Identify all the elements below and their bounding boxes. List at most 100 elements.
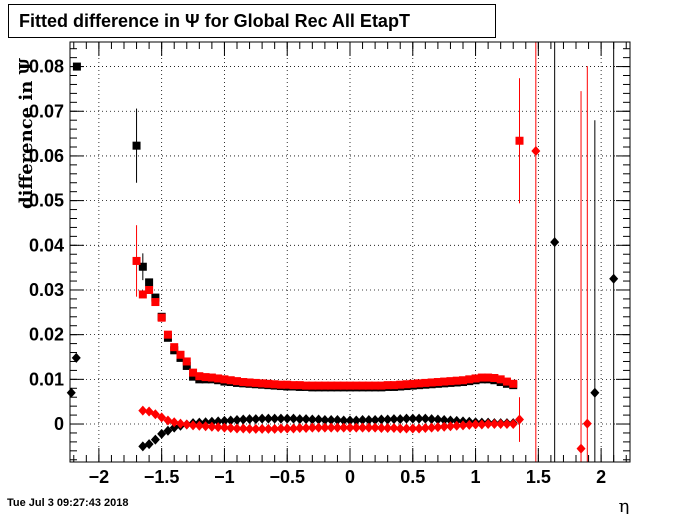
diamond-marker — [433, 422, 443, 433]
diamond-marker — [314, 422, 324, 433]
square-marker — [446, 377, 455, 386]
diamond-marker — [389, 414, 399, 425]
diamond-marker — [414, 423, 424, 434]
diamond-marker — [213, 416, 223, 427]
square-marker — [232, 377, 241, 386]
y-tick-label: 0.04 — [29, 235, 64, 255]
square-marker — [170, 343, 179, 352]
square-marker — [433, 378, 442, 387]
square-marker — [389, 381, 398, 390]
x-tick-label: −2 — [89, 467, 110, 487]
diamond-marker — [508, 419, 518, 430]
square-marker — [352, 381, 361, 390]
diamond-marker — [370, 415, 380, 425]
square-marker — [515, 136, 524, 145]
y-tick-labels: 0 0.01 0.02 0.03 0.04 0.05 0.06 0.07 0.08 — [29, 57, 64, 434]
diamond-marker — [351, 415, 361, 426]
square-marker — [182, 357, 191, 366]
diamond-marker — [370, 422, 380, 433]
square-marker — [145, 278, 154, 287]
diamond-marker — [288, 423, 298, 434]
square-marker — [484, 373, 493, 382]
diamond-marker — [550, 237, 560, 248]
diamond-marker — [163, 415, 173, 426]
square-marker — [364, 381, 373, 390]
chart-title: Fitted difference in Ψ for Global Rec Al… — [8, 4, 496, 38]
square-marker — [465, 375, 474, 384]
diamond-marker — [420, 413, 430, 424]
diamond-marker — [263, 423, 273, 434]
diamond-marker — [219, 415, 229, 426]
diamond-marker — [351, 422, 361, 433]
diamond-marker — [219, 422, 229, 433]
x-tick-label: −0.5 — [269, 467, 305, 487]
chart-title-text: Fitted difference in Ψ for Global Rec Al… — [19, 10, 410, 31]
diamond-marker — [364, 422, 374, 433]
square-marker — [302, 381, 311, 390]
square-marker — [151, 298, 160, 307]
diamond-marker — [169, 417, 179, 428]
diamond-marker — [477, 419, 487, 430]
square-marker — [496, 375, 505, 384]
diamond-marker — [502, 419, 512, 430]
diamond-marker — [175, 418, 185, 429]
diamond-marker — [150, 434, 160, 445]
diamond-marker — [207, 421, 217, 432]
diamond-marker — [515, 414, 525, 425]
timestamp: Tue Jul 3 09:27:43 2018 — [7, 497, 129, 509]
diamond-marker — [270, 423, 280, 434]
y-tick-label: 0.07 — [29, 101, 64, 121]
x-tick-label: 1 — [471, 467, 481, 487]
diamond-marker — [257, 413, 267, 424]
y-axis-title: difference in Ψ — [16, 57, 37, 209]
square-marker — [258, 379, 267, 388]
diamond-marker — [427, 414, 437, 425]
square-marker — [327, 381, 336, 390]
diamond-marker — [157, 412, 167, 423]
diamond-marker — [609, 273, 619, 284]
y-tick-label: 0 — [54, 414, 64, 434]
diamond-marker — [582, 418, 592, 429]
square-marker — [239, 378, 248, 387]
square-marker — [408, 379, 417, 388]
diamond-marker — [232, 415, 242, 425]
diamond-marker — [364, 415, 374, 425]
diamond-marker — [408, 413, 418, 424]
diamond-marker — [483, 419, 493, 430]
square-marker — [477, 373, 486, 382]
diamond-marker — [66, 387, 76, 398]
x-tick-label: 2 — [596, 467, 606, 487]
square-marker — [207, 373, 216, 382]
diamond-marker — [157, 428, 167, 439]
grid — [70, 42, 630, 462]
diamond-marker — [194, 420, 204, 431]
square-marker — [245, 378, 254, 387]
diamond-marker — [332, 415, 342, 425]
diamond-marker — [414, 413, 424, 424]
diamond-marker — [307, 414, 317, 425]
square-marker — [346, 381, 354, 390]
diamond-marker — [188, 420, 198, 431]
x-tick-label: 1.5 — [526, 467, 551, 487]
diamond-marker — [376, 423, 386, 434]
y-tick-label: 0.06 — [29, 146, 64, 166]
diamond-marker — [531, 146, 541, 157]
diamond-marker — [270, 413, 280, 424]
square-marker — [145, 285, 154, 294]
diamond-marker — [263, 413, 273, 424]
diamond-marker — [496, 419, 506, 430]
square-marker — [195, 372, 204, 381]
square-marker — [295, 381, 304, 390]
square-marker — [440, 377, 449, 386]
diamond-marker — [383, 423, 393, 434]
square-marker — [471, 374, 480, 383]
diamond-marker — [301, 414, 311, 425]
square-marker — [276, 380, 285, 389]
x-axis-title: η — [619, 496, 630, 514]
square-marker — [308, 381, 317, 390]
diamond-marker — [389, 423, 399, 434]
x-tick-label: −1 — [214, 467, 235, 487]
x-tick-label: 0 — [345, 467, 355, 487]
diamond-marker — [339, 415, 349, 426]
